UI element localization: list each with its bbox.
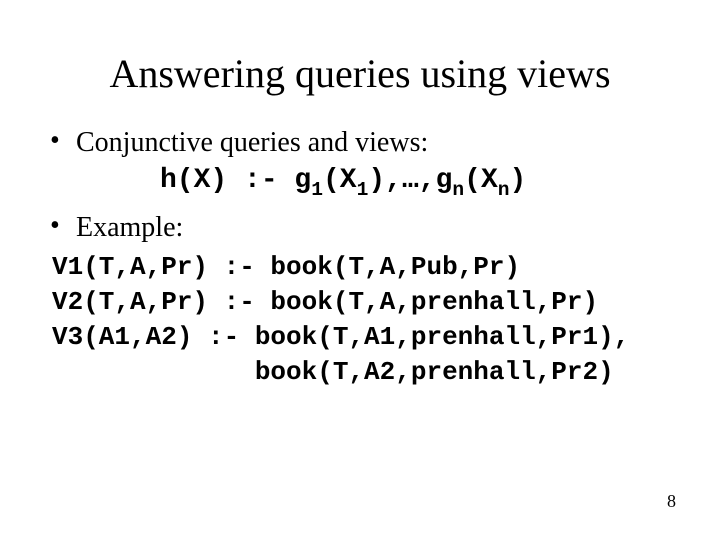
formula-x1-open: (X bbox=[323, 165, 357, 196]
bullet-list: Conjunctive queries and views: bbox=[50, 127, 680, 159]
view-v3b: book(T,A2,prenhall,Pr2) bbox=[52, 357, 614, 387]
bullet-example: Example: bbox=[50, 212, 680, 244]
conjunctive-formula: h(X) :- g1(X1),…,gn(Xn) bbox=[160, 165, 680, 200]
view-v3a: V3(A1,A2) :- book(T,A1,prenhall,Pr1), bbox=[52, 322, 629, 352]
bullet-conjunctive: Conjunctive queries and views: bbox=[50, 127, 680, 159]
formula-sub1: 1 bbox=[311, 179, 323, 201]
formula-gn-sub: n bbox=[452, 179, 464, 201]
bullet-list-2: Example: bbox=[50, 212, 680, 244]
page-number: 8 bbox=[667, 491, 676, 512]
view-v2: V2(T,A,Pr) :- book(T,A,prenhall,Pr) bbox=[52, 287, 598, 317]
slide-title: Answering queries using views bbox=[40, 50, 680, 97]
formula-xn-open: (X bbox=[464, 165, 498, 196]
slide: Answering queries using views Conjunctiv… bbox=[0, 0, 720, 540]
view-definitions: V1(T,A,Pr) :- book(T,A,Pub,Pr) V2(T,A,Pr… bbox=[52, 250, 680, 390]
formula-head: h(X) :- g bbox=[160, 165, 311, 196]
view-v1: V1(T,A,Pr) :- book(T,A,Pub,Pr) bbox=[52, 252, 520, 282]
formula-x1-sub: 1 bbox=[357, 179, 369, 201]
formula-xn-sub: n bbox=[498, 179, 510, 201]
formula-close: ) bbox=[510, 165, 527, 196]
formula-ellipsis: ),…,g bbox=[368, 165, 452, 196]
